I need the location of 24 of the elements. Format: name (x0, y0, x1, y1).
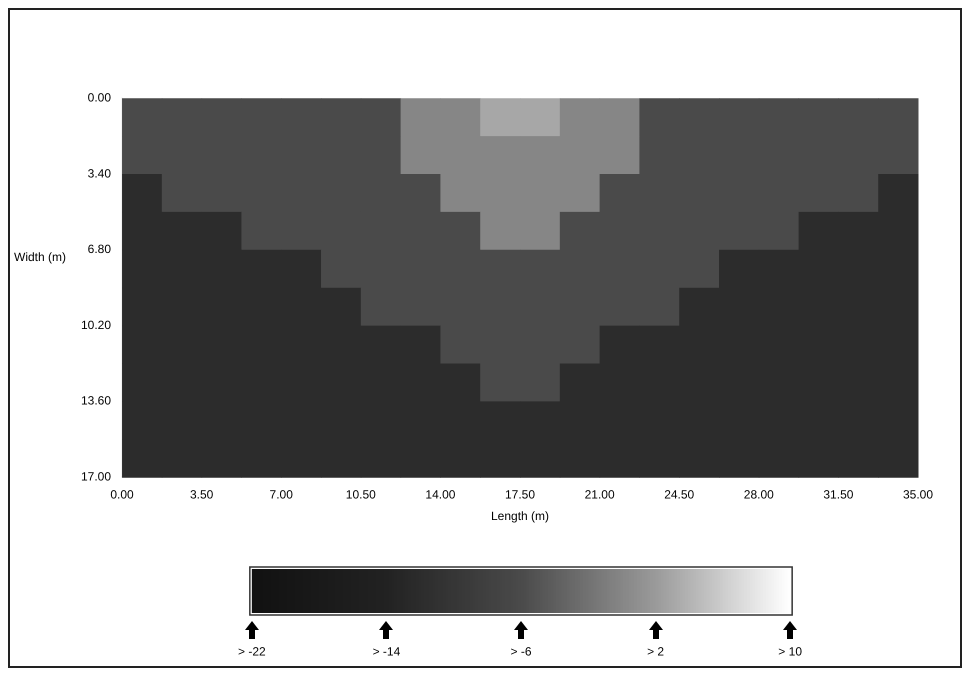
y-tick-label: 6.80 (88, 242, 112, 256)
y-tick-label: 10.20 (81, 318, 112, 332)
x-tick-label: 24.50 (664, 488, 695, 502)
color-bar-label: > 10 (778, 644, 802, 659)
x-tick-label: 7.00 (270, 488, 294, 502)
y-tick-label: 0.00 (88, 90, 112, 105)
color-bar-label: > -22 (238, 644, 266, 659)
y-tick-label: 3.40 (88, 166, 112, 180)
x-tick-label: 3.50 (190, 488, 214, 502)
x-tick-label: 21.00 (584, 488, 615, 502)
x-tick-label: 31.50 (823, 488, 854, 502)
x-tick-label: 35.00 (902, 488, 934, 502)
color-bar-label: > -14 (372, 644, 401, 659)
color-bar-label: > 2 (647, 644, 664, 659)
y-tick-label: 13.60 (81, 394, 112, 408)
color-bar-label: > -6 (510, 644, 532, 659)
x-tick-label: 17.50 (505, 488, 536, 502)
x-tick-label: 28.00 (744, 488, 774, 502)
x-axis-title: Length (m) (491, 509, 550, 524)
x-tick-label: 0.00 (110, 488, 134, 502)
y-tick-label: 17.00 (81, 470, 112, 484)
x-tick-label: 10.50 (346, 488, 376, 502)
y-axis-title: Width (m) (14, 250, 66, 264)
x-tick-label: 14.00 (425, 488, 456, 502)
